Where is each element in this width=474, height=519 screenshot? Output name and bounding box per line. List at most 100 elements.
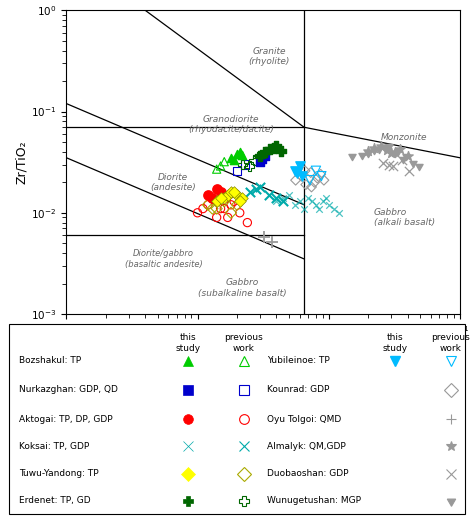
Point bbox=[296, 162, 303, 170]
Point bbox=[404, 153, 411, 161]
Point bbox=[194, 209, 201, 217]
Point bbox=[244, 218, 251, 227]
Point bbox=[199, 204, 207, 213]
Point bbox=[398, 156, 405, 165]
Point bbox=[358, 151, 366, 159]
Point bbox=[262, 153, 269, 161]
Point bbox=[250, 156, 258, 165]
Point bbox=[238, 151, 246, 159]
X-axis label: Nb/Y: Nb/Y bbox=[248, 340, 278, 353]
Text: Wunugetushan: MGP: Wunugetushan: MGP bbox=[267, 496, 361, 506]
Text: this
study: this study bbox=[383, 334, 408, 353]
Point bbox=[277, 147, 284, 155]
Point bbox=[312, 167, 320, 175]
Text: previous
work: previous work bbox=[431, 334, 470, 353]
Point bbox=[227, 154, 235, 162]
Point bbox=[204, 201, 212, 209]
Point bbox=[279, 194, 287, 202]
Point bbox=[246, 188, 254, 196]
Text: Erdenet: TP, GD: Erdenet: TP, GD bbox=[18, 496, 91, 506]
Text: Diorite
(andesite): Diorite (andesite) bbox=[150, 173, 196, 192]
Point bbox=[293, 168, 301, 176]
Point bbox=[299, 172, 306, 180]
Point bbox=[213, 204, 220, 213]
Text: Diorite/gabbro
(basaltic andesite): Diorite/gabbro (basaltic andesite) bbox=[125, 249, 202, 269]
Point bbox=[291, 201, 299, 209]
Point bbox=[233, 201, 241, 209]
Text: Yubileinoe: TP: Yubileinoe: TP bbox=[267, 356, 330, 365]
Point bbox=[375, 144, 383, 153]
Text: this
study: this study bbox=[176, 334, 201, 353]
Point bbox=[309, 197, 316, 206]
Point bbox=[389, 162, 397, 170]
Point bbox=[319, 197, 327, 206]
Point bbox=[256, 183, 264, 191]
Point bbox=[256, 153, 264, 161]
Point bbox=[220, 197, 228, 206]
Point bbox=[316, 204, 323, 213]
Point bbox=[273, 197, 280, 206]
Point bbox=[330, 204, 338, 213]
Text: Nurkazghan: GDP, QD: Nurkazghan: GDP, QD bbox=[18, 386, 118, 394]
Point bbox=[209, 194, 216, 202]
Point bbox=[306, 176, 314, 184]
Point bbox=[317, 170, 325, 179]
Point bbox=[310, 178, 318, 186]
Text: Oyu Tolgoi: QMD: Oyu Tolgoi: QMD bbox=[267, 415, 341, 424]
Text: Granodiorite
(rhyodacite/dacite): Granodiorite (rhyodacite/dacite) bbox=[188, 115, 274, 134]
Point bbox=[262, 148, 269, 156]
Point bbox=[246, 162, 254, 170]
Point bbox=[227, 201, 235, 209]
Text: Bozshakul: TP: Bozshakul: TP bbox=[18, 356, 81, 365]
Point bbox=[267, 144, 274, 153]
Point bbox=[285, 191, 293, 199]
Point bbox=[213, 197, 220, 206]
Point bbox=[402, 153, 410, 161]
Point bbox=[379, 159, 387, 167]
Point bbox=[385, 160, 393, 169]
Point bbox=[233, 167, 241, 175]
Text: Monzonite: Monzonite bbox=[381, 133, 428, 142]
Y-axis label: Zr/TiO₂: Zr/TiO₂ bbox=[16, 140, 28, 184]
Point bbox=[224, 213, 231, 222]
Point bbox=[217, 162, 224, 170]
Point bbox=[217, 188, 224, 196]
Point bbox=[273, 194, 280, 202]
Point bbox=[322, 194, 329, 202]
Point bbox=[268, 237, 276, 245]
Point bbox=[213, 165, 220, 173]
Point bbox=[220, 194, 228, 202]
Point bbox=[415, 162, 423, 170]
Point bbox=[241, 160, 249, 169]
Point bbox=[365, 149, 372, 157]
Point bbox=[238, 160, 246, 169]
Point bbox=[220, 204, 228, 213]
Point bbox=[291, 167, 299, 175]
Point bbox=[236, 148, 244, 156]
Point bbox=[270, 144, 277, 152]
Point bbox=[236, 197, 244, 206]
Point bbox=[365, 147, 372, 155]
Point bbox=[370, 144, 377, 152]
Point bbox=[204, 191, 212, 199]
Point bbox=[279, 197, 287, 206]
Point bbox=[325, 201, 332, 209]
Point bbox=[292, 176, 300, 184]
Point bbox=[233, 150, 241, 158]
Text: Tuwu-Yandong: TP: Tuwu-Yandong: TP bbox=[18, 469, 98, 478]
Point bbox=[409, 159, 417, 167]
Text: Gabbro
(alkali basalt): Gabbro (alkali basalt) bbox=[374, 208, 435, 227]
Point bbox=[217, 194, 224, 202]
Point bbox=[296, 197, 303, 206]
Point bbox=[301, 204, 308, 213]
Text: Granite
(rhyolite): Granite (rhyolite) bbox=[248, 47, 290, 66]
Text: Aktogai: TP, DP, GDP: Aktogai: TP, DP, GDP bbox=[18, 415, 112, 424]
Point bbox=[252, 185, 260, 194]
Point bbox=[335, 209, 343, 217]
Point bbox=[227, 188, 235, 196]
Point bbox=[396, 144, 404, 153]
Point bbox=[255, 153, 262, 161]
Point bbox=[382, 144, 389, 152]
Text: Koksai: TP, GDP: Koksai: TP, GDP bbox=[18, 442, 89, 451]
Point bbox=[377, 142, 384, 150]
